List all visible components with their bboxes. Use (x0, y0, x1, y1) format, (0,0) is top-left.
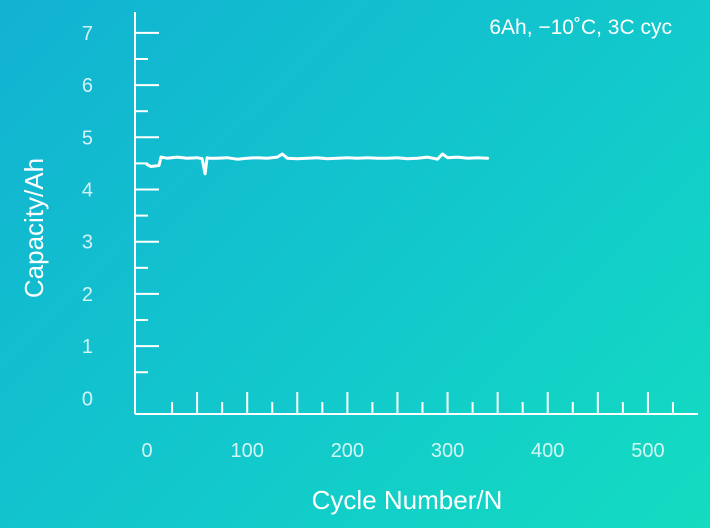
x-tick-label: 200 (331, 440, 364, 462)
chart-annotation: 6Ah, −10˚C, 3C cyc (489, 16, 672, 39)
x-tick-label: 300 (431, 440, 464, 462)
y-axis-title: Capacity/Ah (19, 158, 49, 298)
series-layer (145, 152, 490, 176)
y-tick-label: 1 (82, 336, 93, 358)
y-tick-label: 6 (82, 75, 93, 97)
y-tick-label: 0 (82, 388, 93, 410)
y-tick-label: 3 (82, 232, 93, 254)
x-tick-label: 500 (631, 440, 664, 462)
x-tick-label: 100 (231, 440, 264, 462)
y-tick-label: 7 (82, 23, 93, 45)
capacity-series-line (145, 152, 490, 176)
y-tick-label: 5 (82, 127, 93, 149)
y-axis-ticks (135, 31, 159, 374)
x-tick-label: 400 (531, 440, 564, 462)
x-axis-ticks (171, 392, 674, 414)
x-axis-tick-labels: 0 100 200 300 400 500 (141, 440, 664, 462)
x-tick-label: 0 (141, 440, 152, 462)
y-axis-tick-labels: 0 1 2 3 4 5 6 7 (82, 23, 93, 410)
x-axis-title: Cycle Number/N (312, 485, 503, 515)
y-tick-label: 4 (82, 180, 93, 202)
chart-axes (134, 12, 698, 415)
y-tick-label: 2 (82, 284, 93, 306)
